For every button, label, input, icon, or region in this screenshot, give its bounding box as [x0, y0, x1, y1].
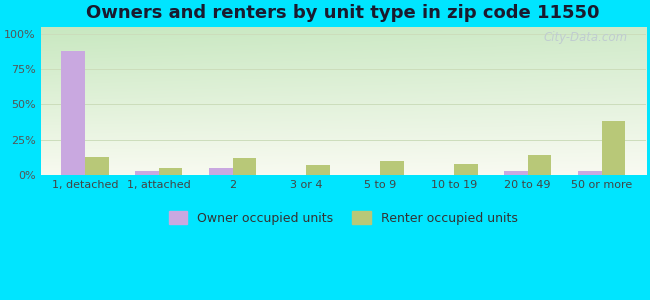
Bar — [578, 171, 601, 175]
Bar — [209, 168, 233, 175]
Bar — [135, 171, 159, 175]
Text: City-Data.com: City-Data.com — [543, 31, 628, 44]
Bar — [306, 165, 330, 175]
Bar — [454, 164, 478, 175]
Bar — [380, 161, 404, 175]
Title: Owners and renters by unit type in zip code 11550: Owners and renters by unit type in zip c… — [86, 4, 600, 22]
Bar — [528, 155, 551, 175]
Bar — [233, 158, 256, 175]
Bar — [601, 121, 625, 175]
Legend: Owner occupied units, Renter occupied units: Owner occupied units, Renter occupied un… — [162, 205, 524, 231]
Bar — [159, 168, 183, 175]
Bar — [61, 51, 85, 175]
Bar — [504, 171, 528, 175]
Bar — [85, 157, 109, 175]
